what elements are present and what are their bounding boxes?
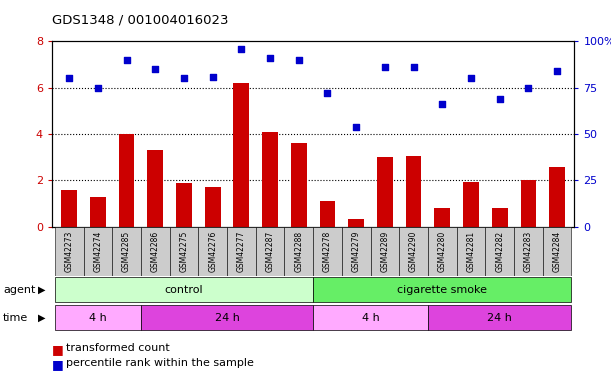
Bar [55,227,84,276]
Bar [285,227,313,276]
Text: 4 h: 4 h [89,313,107,323]
Bar [406,156,422,227]
Text: GSM42275: GSM42275 [180,231,188,272]
Bar [348,219,364,227]
Text: 24 h: 24 h [214,313,240,323]
Bar [170,227,199,276]
Point [93,85,103,91]
Point [351,124,361,130]
Text: ■: ■ [52,358,64,371]
Text: GSM42288: GSM42288 [295,231,303,272]
Bar [90,197,106,227]
Text: ■: ■ [52,343,64,356]
Text: time: time [3,313,28,323]
Point [179,75,189,81]
Bar [370,227,399,276]
Bar [313,227,342,276]
Bar [227,227,256,276]
Point [323,90,332,96]
Point [524,85,533,91]
Bar [377,157,393,227]
Point [150,66,160,72]
Text: agent: agent [3,285,35,295]
Text: GSM42279: GSM42279 [352,231,360,272]
Text: 4 h: 4 h [362,313,379,323]
Point [294,57,304,63]
Text: control: control [164,285,203,295]
Bar [456,227,485,276]
Text: GSM42281: GSM42281 [467,231,475,272]
Point [64,75,74,81]
Point [122,57,131,63]
Point [495,96,505,102]
Bar [199,227,227,276]
Text: GSM42286: GSM42286 [151,231,159,272]
Bar [521,180,536,227]
Text: GSM42289: GSM42289 [381,231,389,272]
Bar [514,227,543,276]
Point [552,68,562,74]
Text: GSM42287: GSM42287 [266,231,274,272]
Bar [428,305,571,330]
Point [466,75,476,81]
Bar [141,305,313,330]
Bar [84,227,112,276]
Bar [313,277,571,302]
Text: GSM42282: GSM42282 [495,231,504,272]
Bar [320,201,335,227]
Bar [119,134,134,227]
Bar [492,209,508,227]
Text: ▶: ▶ [38,285,45,295]
Text: 24 h: 24 h [488,313,512,323]
Text: GSM42277: GSM42277 [237,231,246,272]
Bar [176,183,192,227]
Point [409,64,419,70]
Bar [485,227,514,276]
Text: GSM42274: GSM42274 [93,231,103,272]
Text: GSM42284: GSM42284 [552,231,562,272]
Bar [205,188,221,227]
Bar [291,143,307,227]
Text: ▶: ▶ [38,313,45,323]
Text: cigarette smoke: cigarette smoke [397,285,488,295]
Text: GDS1348 / 001004016023: GDS1348 / 001004016023 [52,13,229,26]
Bar [55,305,141,330]
Bar [428,227,456,276]
Text: GSM42290: GSM42290 [409,231,418,272]
Text: GSM42273: GSM42273 [65,231,74,272]
Bar [112,227,141,276]
Bar [543,227,571,276]
Text: GSM42278: GSM42278 [323,231,332,272]
Point [437,101,447,107]
Bar [313,305,428,330]
Text: GSM42283: GSM42283 [524,231,533,272]
Bar [463,182,479,227]
Bar [55,277,313,302]
Bar [141,227,170,276]
Bar [262,132,278,227]
Text: transformed count: transformed count [66,343,170,353]
Point [208,74,218,80]
Point [236,46,246,52]
Bar [342,227,370,276]
Bar [399,227,428,276]
Text: percentile rank within the sample: percentile rank within the sample [66,358,254,368]
Bar [147,150,163,227]
Bar [549,166,565,227]
Point [380,64,390,70]
Point [265,55,275,61]
Text: GSM42280: GSM42280 [438,231,447,272]
Bar [61,190,77,227]
Bar [434,209,450,227]
Bar [233,83,249,227]
Text: GSM42276: GSM42276 [208,231,217,272]
Bar [256,227,285,276]
Text: GSM42285: GSM42285 [122,231,131,272]
